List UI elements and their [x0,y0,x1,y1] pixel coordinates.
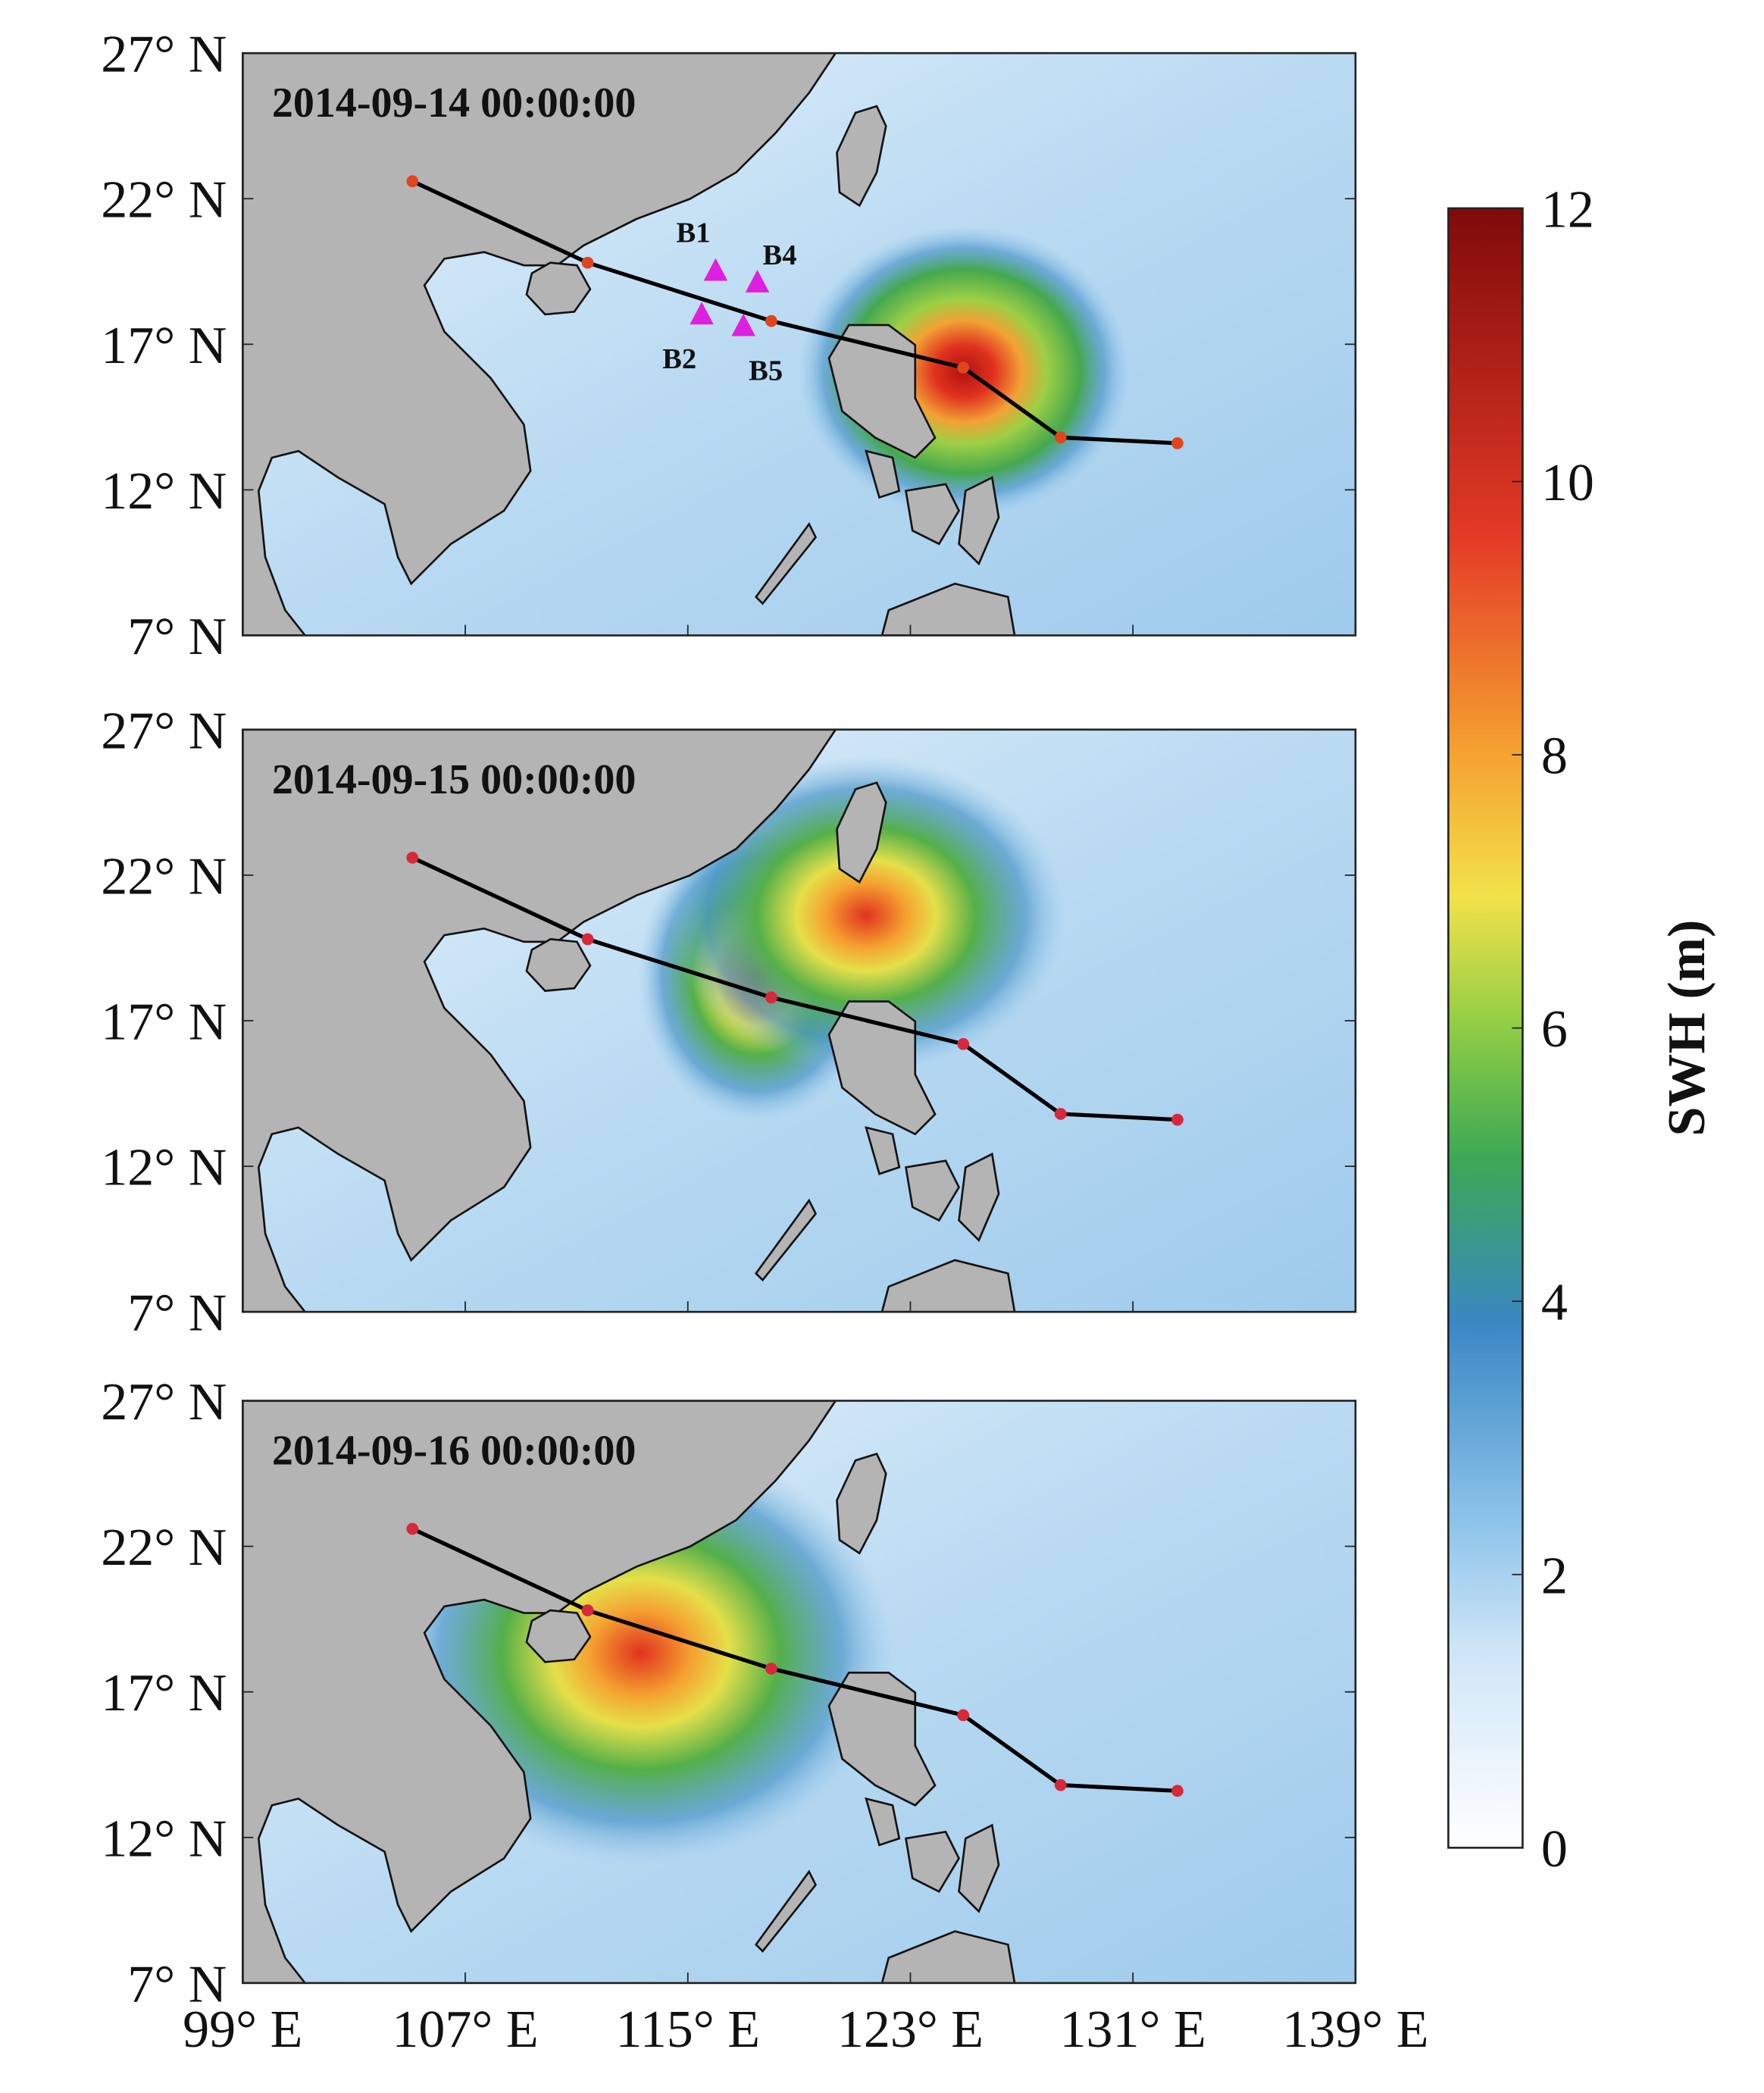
x-tick-label: 131° E [1060,2001,1206,2059]
land [242,53,837,636]
y-tick-label: 12° N [101,1139,227,1197]
track-line [411,856,1178,1122]
colorbar-tick-label: 8 [1541,727,1568,786]
land [242,729,837,1312]
x-tick-label: 107° E [392,2001,538,2059]
land [865,1126,901,1175]
track-point [1054,1779,1067,1791]
y-tick-label: 12° N [101,462,227,521]
buoy-marker [703,258,728,281]
land [754,1198,818,1282]
colorbar-tick-label: 6 [1541,1000,1568,1059]
land [525,937,592,992]
land [880,582,1016,636]
track-point [581,256,594,269]
y-tick-label: 17° N [101,1664,227,1722]
land [525,261,592,316]
map-body [242,1400,1356,1983]
colorbar-tick-label: 2 [1541,1547,1568,1605]
track-point [1054,1108,1067,1120]
track-point [581,933,594,946]
land [525,1609,592,1663]
land [958,1823,1000,1913]
land [904,1159,961,1222]
colorbar-tick-label: 4 [1541,1274,1568,1332]
track-point [957,1037,970,1050]
y-tick-label: 17° N [101,993,227,1051]
land [880,1930,1016,1983]
panel-title: 2014-09-14 00:00:00 [272,80,636,127]
track-point [406,1522,419,1535]
land [836,105,887,208]
y-tick-label: 27° N [101,26,227,84]
track-point [765,1663,777,1675]
land [827,1671,937,1807]
land [880,1259,1016,1312]
land [958,1152,1000,1242]
y-tick-label: 7° N [127,1955,227,2013]
y-tick-label: 7° N [127,1284,227,1343]
buoy-label: B1 [677,217,711,249]
land [754,521,818,605]
map-panel: 27° N 22° N 17° N 12° N 7° N99° E 107° E 115° … [101,1373,1428,2059]
land [958,476,1000,566]
colorbar [1447,207,1524,1849]
y-tick-label: 27° N [101,702,227,760]
land [836,1452,887,1555]
track-point [406,175,419,188]
land [865,1797,901,1847]
land [242,1400,837,1983]
buoy-label: B4 [763,239,797,271]
map-panel: 27° N 22° N 17° N 12° N 7° N 2014-09-15 00:00… [101,702,1357,1343]
track-point [581,1604,594,1616]
colorbar-label: SWH (m) [1658,920,1716,1137]
x-tick-label: 99° E [183,2001,302,2059]
land [836,781,887,884]
colorbar-tick-label: 10 [1541,454,1594,512]
buoy-marker [731,313,755,336]
y-tick-label: 12° N [101,1810,227,1868]
map-body [242,729,1356,1312]
panel-title: 2014-09-16 00:00:00 [272,1427,636,1474]
buoy-marker [690,302,714,325]
track-point [957,1709,970,1722]
map-body [242,53,1356,636]
track-point [765,991,777,1004]
track-point [1171,437,1184,449]
x-tick-label: 123° E [837,2001,984,2059]
colorbar-tick-label: 0 [1541,1820,1568,1879]
land [754,1869,818,1953]
track-point [957,361,970,374]
track-line [411,179,1178,446]
land [904,483,961,546]
track-point [765,314,777,327]
buoy-marker [745,270,770,293]
land [865,449,901,499]
y-tick-label: 22° N [101,1519,227,1577]
track-line [411,1527,1178,1793]
buoy-label: B5 [749,355,783,386]
y-tick-label: 17° N [101,317,227,375]
track-point [406,851,419,864]
x-tick-label: 139° E [1282,2001,1428,2059]
land [827,324,937,459]
land [827,1000,937,1136]
track-point [1054,431,1067,444]
y-tick-label: 22° N [101,847,227,906]
colorbar-tick-label: 12 [1541,180,1594,239]
y-tick-label: 22° N [101,171,227,230]
track-point [1171,1785,1184,1797]
y-tick-label: 7° N [127,608,227,666]
y-tick-label: 27° N [101,1373,227,1431]
x-tick-label: 115° E [615,2001,760,2059]
land [904,1830,961,1893]
buoy-label: B2 [662,343,696,375]
panel-title: 2014-09-15 00:00:00 [272,756,636,803]
track-point [1171,1113,1184,1126]
map-panel: 27° N 22° N 17° N 12° N 7° N 2014-09-14 00:00… [101,26,1357,666]
